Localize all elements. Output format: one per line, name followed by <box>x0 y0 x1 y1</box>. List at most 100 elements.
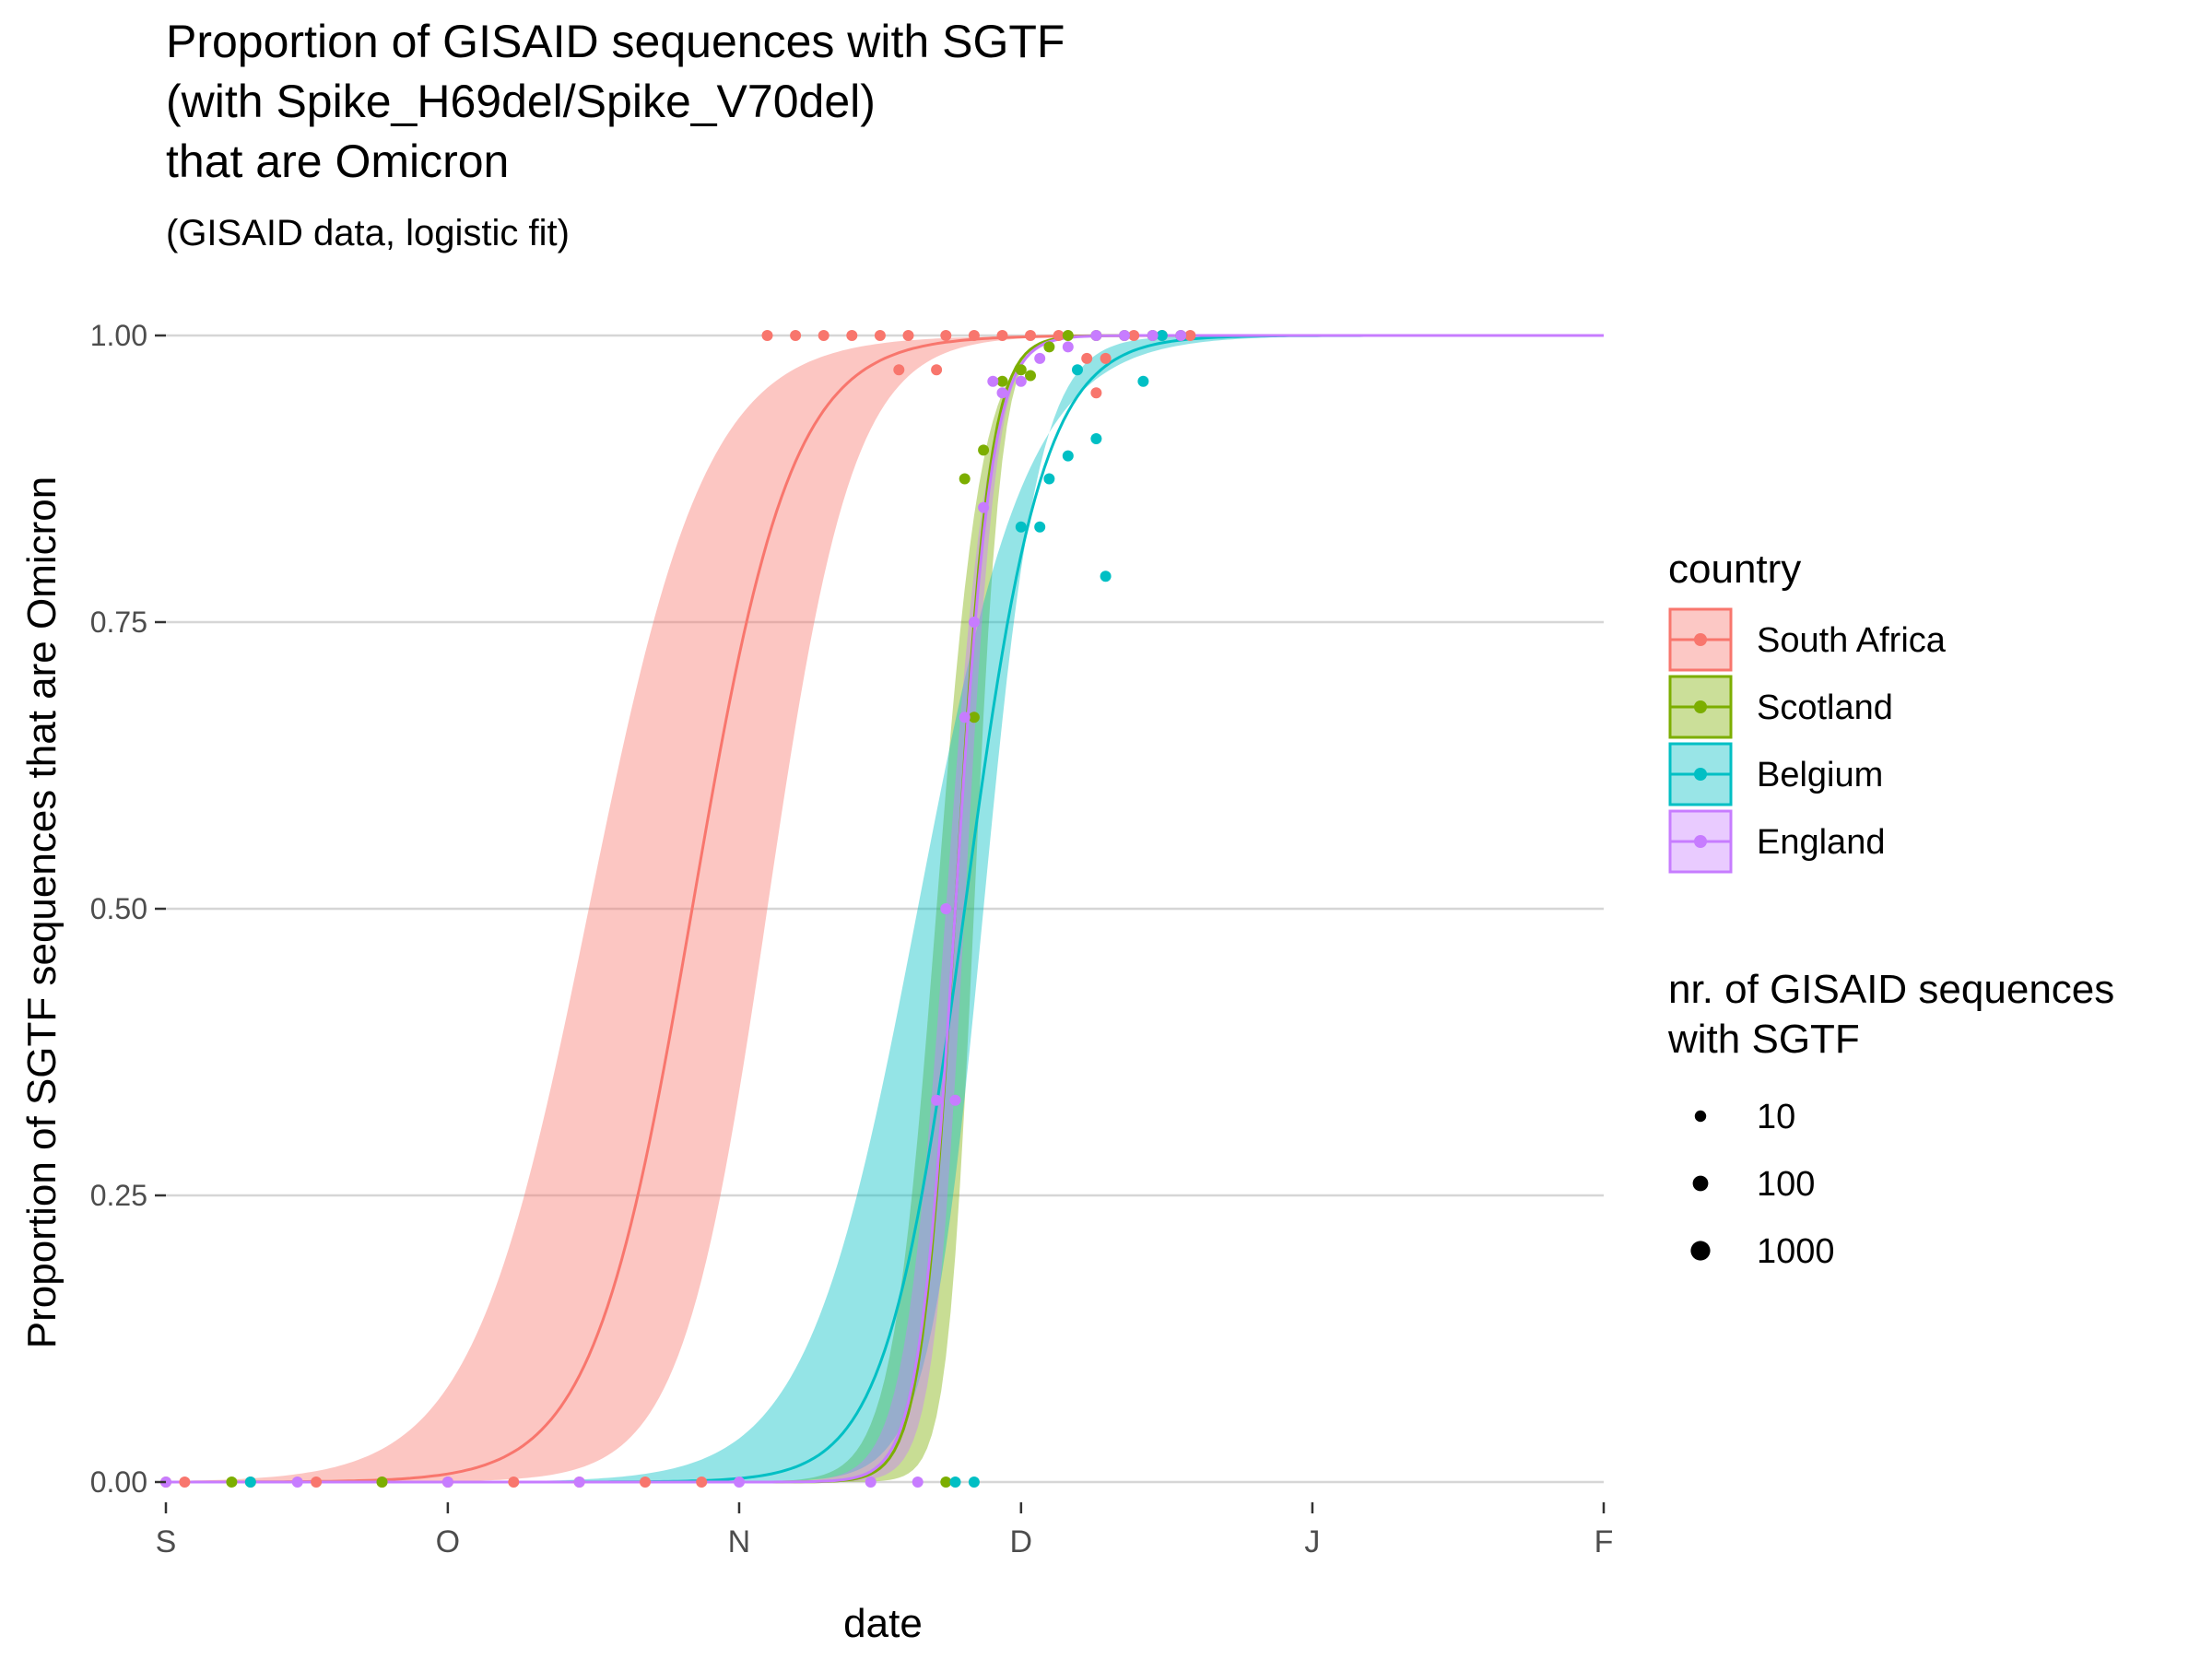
data-point <box>865 1477 877 1488</box>
data-point <box>996 330 1008 341</box>
y-tick-label: 0.75 <box>90 606 147 639</box>
data-point <box>931 1094 943 1106</box>
data-point <box>734 1477 745 1488</box>
chart-title-line-3: that are Omicron <box>166 135 509 187</box>
data-point <box>1043 341 1055 353</box>
data-point <box>1072 364 1083 376</box>
data-point <box>1034 521 1046 533</box>
size-legend-point <box>1690 1241 1711 1261</box>
data-point <box>761 330 773 341</box>
data-point <box>1062 341 1074 353</box>
data-point <box>1100 571 1112 582</box>
data-point <box>978 501 990 513</box>
confidence-band <box>166 335 1604 1482</box>
legend-label: England <box>1757 823 1885 862</box>
data-point <box>640 1477 651 1488</box>
data-point <box>376 1477 388 1488</box>
data-point <box>1081 352 1093 364</box>
x-tick-label: S <box>156 1524 177 1559</box>
legend-key-point <box>1694 768 1707 781</box>
confidence-bands <box>166 335 1604 1482</box>
data-point <box>902 330 914 341</box>
size-legend-point <box>1692 1175 1709 1192</box>
size-legend-label: 10 <box>1757 1098 1795 1136</box>
fit-lines <box>166 334 1604 1484</box>
data-point <box>1053 330 1065 341</box>
chart-title-line-1: Proportion of GISAID sequences with SGTF <box>166 16 1065 67</box>
data-point <box>311 1477 323 1488</box>
data-point <box>1090 330 1102 341</box>
data-point <box>940 330 952 341</box>
data-point <box>1025 330 1036 341</box>
data-point <box>1015 375 1027 387</box>
data-point <box>441 1477 453 1488</box>
data-point <box>1175 330 1187 341</box>
data-point <box>968 1477 980 1488</box>
chart-title-line-2: (with Spike_H69del/Spike_V70del) <box>166 76 876 127</box>
size-legend-point <box>1694 1110 1707 1123</box>
legend-label: Scotland <box>1757 688 1893 727</box>
data-point <box>978 444 990 456</box>
y-tick-label: 0.50 <box>90 892 147 925</box>
size-legend-label: 1000 <box>1757 1232 1835 1271</box>
data-point <box>893 364 905 376</box>
data-point <box>1100 352 1112 364</box>
data-point <box>1119 330 1130 341</box>
data-point <box>912 1477 924 1488</box>
data-point <box>1043 473 1055 485</box>
data-point <box>1128 330 1140 341</box>
data-point <box>1156 330 1168 341</box>
y-tick-label: 0.25 <box>90 1179 147 1212</box>
data-point <box>846 330 858 341</box>
data-point <box>959 712 971 724</box>
data-point <box>573 1477 585 1488</box>
data-point <box>949 1477 961 1488</box>
x-tick-label: O <box>436 1524 460 1559</box>
data-point <box>226 1477 238 1488</box>
data-point <box>1034 352 1046 364</box>
data-point <box>968 712 980 724</box>
data-point <box>1184 330 1196 341</box>
x-tick-label: N <box>728 1524 751 1559</box>
legend-label: South Africa <box>1757 621 1947 660</box>
legend-key-point <box>1694 700 1707 713</box>
data-point <box>790 330 802 341</box>
data-point <box>940 1477 952 1488</box>
data-point <box>959 473 971 485</box>
data-point <box>1137 375 1149 387</box>
data-point <box>818 330 830 341</box>
data-point <box>244 1477 256 1488</box>
data-point <box>1090 433 1102 444</box>
data-point <box>179 1477 191 1488</box>
data-point <box>291 1477 303 1488</box>
data-point <box>1062 330 1074 341</box>
legend-size-title: nr. of GISAID sequences <box>1668 967 2114 1012</box>
y-tick-label: 1.00 <box>90 319 147 352</box>
data-point <box>1062 450 1074 462</box>
data-point <box>1025 370 1036 382</box>
chart-subtitle: (GISAID data, logistic fit) <box>166 213 570 253</box>
data-point <box>874 330 886 341</box>
data-point <box>1147 330 1159 341</box>
data-point <box>1015 521 1027 533</box>
legend-key-point <box>1694 835 1707 848</box>
data-point <box>696 1477 708 1488</box>
chart-titles: Proportion of GISAID sequences with SGTF… <box>166 16 1065 253</box>
data-point <box>931 364 943 376</box>
legend-size-title: with SGTF <box>1667 1017 1860 1062</box>
legend-key-point <box>1694 633 1707 646</box>
data-point <box>996 387 1008 399</box>
legend-color-title: country <box>1668 547 1801 592</box>
x-tick-label: J <box>1304 1524 1320 1559</box>
x-tick-label: D <box>1010 1524 1033 1559</box>
fit-line <box>166 334 1604 1484</box>
size-legend-label: 100 <box>1757 1165 1815 1204</box>
y-tick-label: 0.00 <box>90 1465 147 1499</box>
data-point <box>949 1094 961 1106</box>
data-point <box>1090 387 1102 399</box>
confidence-band <box>166 335 1604 1482</box>
x-tick-label: F <box>1594 1524 1614 1559</box>
data-point <box>987 375 999 387</box>
